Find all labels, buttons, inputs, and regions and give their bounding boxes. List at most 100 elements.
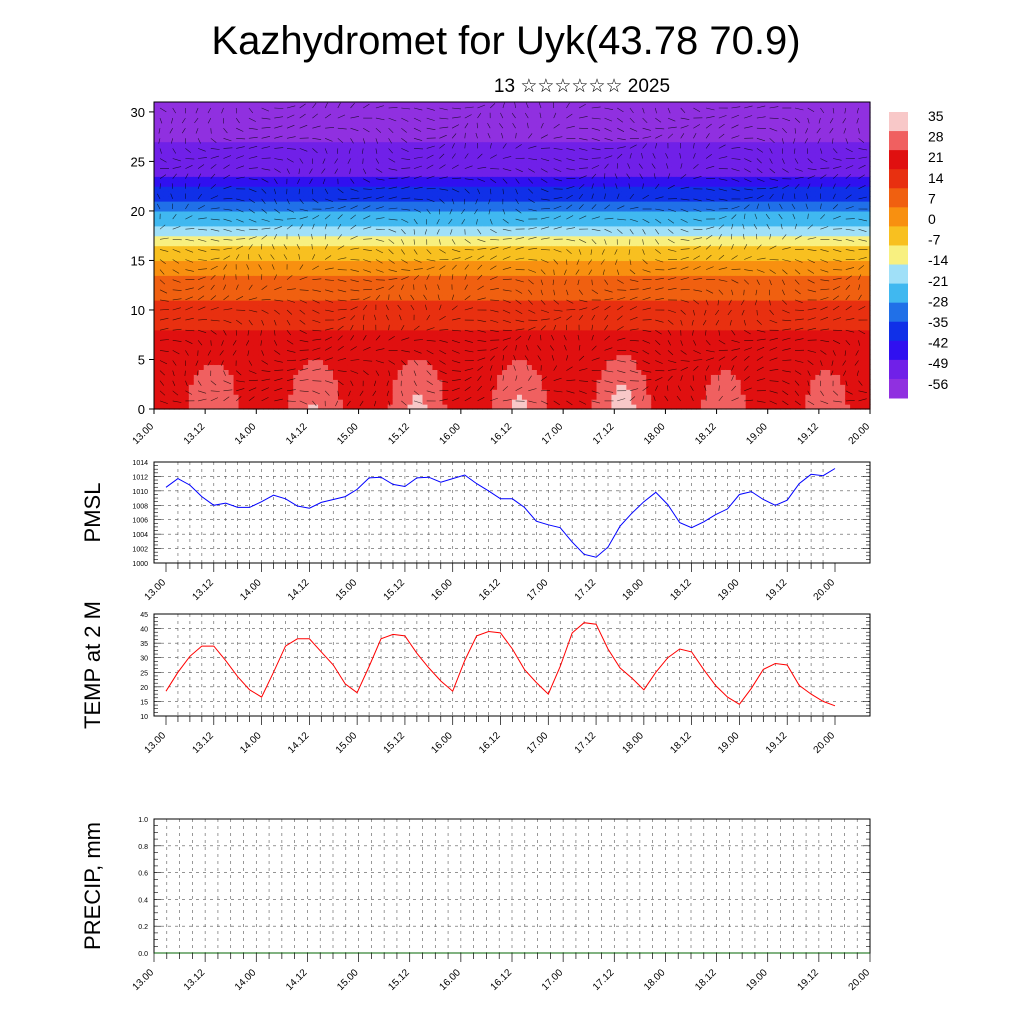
heat-cell: [492, 359, 498, 366]
heat-cell: [243, 285, 250, 291]
heat-cell: [377, 319, 384, 326]
heat-cell: [293, 374, 299, 380]
heat-cell: [218, 364, 225, 370]
heat-cell: [492, 250, 498, 257]
heat-cell: [198, 334, 205, 341]
heat-cell: [437, 230, 443, 237]
heat-cell: [407, 349, 414, 356]
heat-cell: [502, 344, 508, 351]
heat-cell: [512, 339, 518, 346]
heat-cell: [457, 220, 463, 227]
heat-cell: [392, 220, 399, 227]
heat-cell: [512, 285, 518, 291]
heat-cell: [228, 290, 235, 296]
heat-cell: [318, 305, 324, 311]
heat-cell: [333, 191, 339, 197]
heat-cell: [333, 270, 339, 276]
heat-cell: [288, 131, 294, 138]
heat-cell: [367, 230, 374, 237]
heat-cell: [526, 126, 533, 133]
heat-cell: [487, 394, 493, 400]
heat-cell: [173, 280, 180, 286]
heat-cell: [512, 146, 518, 153]
heat-cell: [512, 389, 518, 395]
heat-cell: [447, 394, 453, 400]
heat-cell: [472, 319, 478, 326]
heat-cell: [516, 389, 523, 395]
heat-cell: [188, 369, 195, 375]
heat-cell: [193, 210, 200, 217]
heat-cell: [492, 364, 498, 370]
heat-cell: [313, 300, 319, 306]
heat-cell: [293, 309, 299, 316]
heat-cell: [516, 131, 523, 138]
heat-cell: [333, 176, 339, 182]
heat-cell: [218, 354, 225, 361]
heat-cell: [516, 324, 523, 331]
heat-cell: [154, 201, 160, 207]
heat-cell: [333, 300, 339, 306]
heat-cell: [253, 399, 260, 405]
heat-cell: [392, 111, 399, 118]
heat-cell: [218, 215, 225, 222]
heat-cell: [502, 171, 508, 177]
heat-cell: [526, 116, 533, 123]
heat-cell: [183, 334, 190, 341]
heat-cell: [273, 374, 279, 380]
heat-cell: [228, 106, 235, 113]
heat-cell: [432, 265, 439, 271]
heat-cell: [412, 220, 419, 227]
heat-cell: [313, 245, 319, 252]
heat-cell: [357, 121, 364, 128]
heat-cell: [173, 275, 180, 281]
heat-cell: [263, 270, 269, 276]
heat-cell: [402, 309, 409, 316]
heat-cell: [183, 136, 190, 143]
heat-cell: [173, 300, 180, 306]
heat-cell: [402, 250, 409, 257]
heat-cell: [273, 349, 279, 356]
heat-cell: [521, 265, 528, 271]
heat-cell: [278, 220, 284, 227]
heat-cell: [208, 329, 215, 336]
heat-cell: [447, 106, 453, 113]
heat-cell: [347, 111, 354, 118]
heat-cell: [541, 359, 548, 366]
heat-cell: [333, 121, 339, 128]
heat-cell: [337, 314, 344, 321]
heat-cell: [462, 235, 468, 242]
heat-cell: [193, 196, 200, 202]
heat-cell: [457, 116, 463, 123]
heat-cell: [531, 334, 538, 341]
heat-cell: [168, 245, 175, 252]
heat-cell: [357, 364, 364, 370]
heat-cell: [541, 324, 548, 331]
heat-cell: [442, 280, 448, 286]
heat-cell: [512, 176, 518, 182]
heat-cell: [228, 186, 235, 192]
heat-cell: [263, 205, 269, 212]
heat-cell: [551, 280, 558, 286]
heat-cell: [497, 275, 503, 281]
heat-cell: [243, 102, 250, 108]
heat-cell: [248, 250, 255, 257]
heat-cell: [507, 141, 513, 148]
heat-cell: [516, 374, 523, 380]
heat-cell: [308, 131, 314, 138]
heat-cell: [238, 191, 245, 197]
heat-cell: [238, 290, 245, 296]
heat-cell: [318, 324, 324, 331]
heat-cell: [551, 404, 558, 410]
heat-cell: [367, 126, 374, 133]
heat-cell: [551, 300, 558, 306]
heat-cell: [512, 210, 518, 217]
heat-cell: [452, 136, 458, 143]
heat-cell: [293, 131, 299, 138]
heat-cell: [467, 280, 473, 286]
heat-cell: [357, 196, 364, 202]
heat-cell: [492, 295, 498, 301]
heat-cell: [387, 116, 394, 123]
heat-cell: [502, 230, 508, 237]
heat-cell: [447, 265, 453, 271]
heat-cell: [467, 364, 473, 370]
